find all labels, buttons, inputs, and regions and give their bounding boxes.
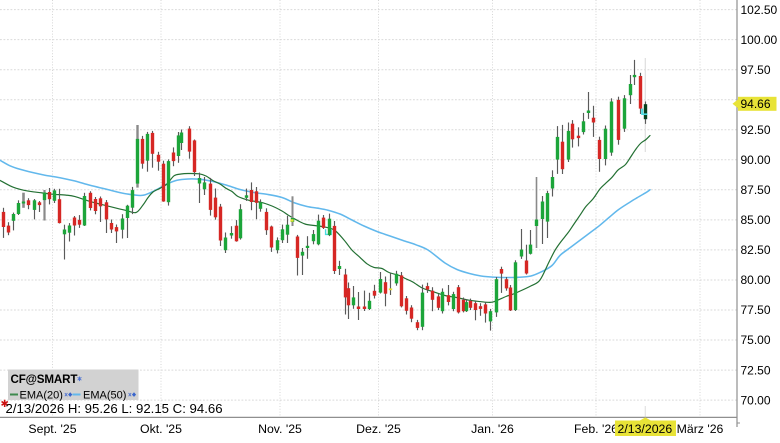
svg-text:80.00: 80.00 [741,273,771,287]
svg-text:2/13/2026: 2/13/2026 [618,422,673,436]
svg-text:2/13/2026 H: 95.26 L: 92.15 C:: 2/13/2026 H: 95.26 L: 92.15 C: 94.66 [6,401,223,416]
svg-text:EMA(20): EMA(20) [20,390,63,402]
svg-text:Jan. '26: Jan. '26 [471,422,514,436]
svg-text:Sept. '25: Sept. '25 [28,422,76,436]
svg-text:70.00: 70.00 [741,393,771,407]
svg-text:✱: ✱ [1,399,9,410]
svg-text:87.50: 87.50 [741,183,771,197]
svg-text:97.50: 97.50 [741,63,771,77]
svg-text:Feb. '26: Feb. '26 [574,422,618,436]
svg-text:75.00: 75.00 [741,333,771,347]
svg-text:102.50: 102.50 [741,3,778,17]
svg-text:CF@SMART: CF@SMART [11,373,78,386]
svg-text:Dez. '25: Dez. '25 [356,422,401,436]
svg-text:100.00: 100.00 [741,33,778,47]
svg-text:85.00: 85.00 [741,213,771,227]
svg-text:EMA(50): EMA(50) [83,390,126,402]
svg-text:77.50: 77.50 [741,303,771,317]
svg-text:92.50: 92.50 [741,123,771,137]
svg-text:Nov. '25: Nov. '25 [258,422,302,436]
svg-text:72.50: 72.50 [741,363,771,377]
svg-text:90.00: 90.00 [741,153,771,167]
svg-text:82.50: 82.50 [741,243,771,257]
svg-text:Okt. '25: Okt. '25 [140,422,182,436]
svg-text:März '26: März '26 [677,422,724,436]
svg-text:94.66: 94.66 [741,97,771,111]
